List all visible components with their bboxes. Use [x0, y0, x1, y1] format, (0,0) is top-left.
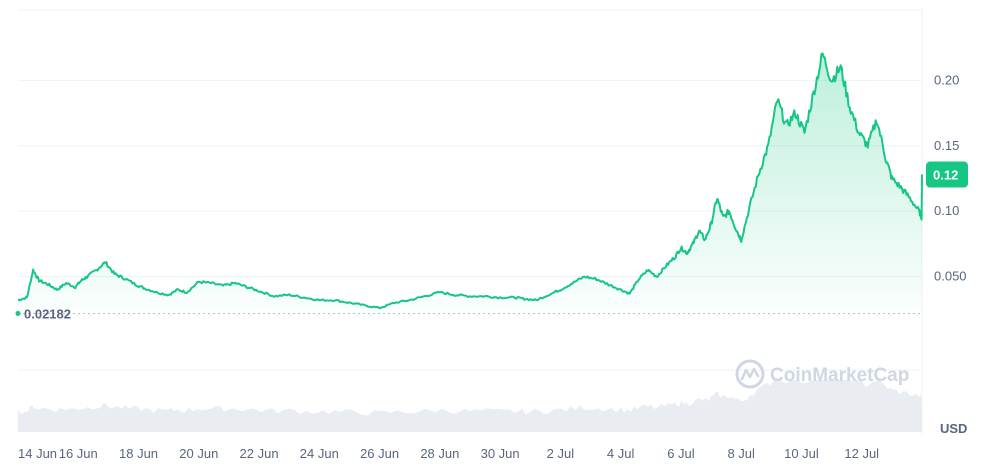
x-tick-label: 4 Jul	[607, 446, 635, 461]
price-line	[17, 52, 923, 310]
y-axis-ticks: 0.050 0.10 0.15 0.20	[934, 72, 967, 283]
volume-area	[18, 380, 922, 432]
x-tick-label: 20 Jun	[179, 446, 218, 461]
x-tick-label: 12 Jul	[844, 446, 879, 461]
x-tick-label: 24 Jun	[300, 446, 339, 461]
x-tick-label: 8 Jul	[727, 446, 755, 461]
x-tick-label: 28 Jun	[420, 446, 459, 461]
x-tick-label: 14 Jun	[18, 446, 57, 461]
y-tick-label: 0.050	[934, 269, 967, 284]
y-tick-label: 0.10	[934, 203, 959, 218]
watermark-text: CoinMarketCap	[770, 365, 909, 386]
current-price-badge: 0.12	[926, 161, 968, 188]
current-price-badge-bg	[926, 161, 968, 188]
coinmarketcap-watermark: CoinMarketCap	[735, 359, 909, 389]
current-price-label: 0.12	[933, 168, 958, 183]
start-price-dot	[15, 310, 21, 316]
start-price-label: 0.02182	[24, 306, 71, 321]
x-tick-label: 18 Jun	[119, 446, 158, 461]
x-axis-ticks: 14 Jun 16 Jun 18 Jun 20 Jun 22 Jun 24 Jun 26 J…	[18, 446, 879, 461]
currency-label: USD	[940, 421, 967, 436]
x-tick-label: 6 Jul	[667, 446, 695, 461]
x-tick-label: 2 Jul	[547, 446, 575, 461]
coinmarketcap-logo-icon	[735, 359, 765, 389]
x-tick-label: 10 Jul	[784, 446, 819, 461]
x-tick-label: 30 Jun	[481, 446, 520, 461]
x-tick-label: 16 Jun	[59, 446, 98, 461]
price-area-fill	[18, 53, 922, 314]
y-tick-label: 0.20	[934, 72, 959, 87]
x-tick-label: 26 Jun	[360, 446, 399, 461]
y-tick-label: 0.15	[934, 138, 959, 153]
x-tick-label: 22 Jun	[240, 446, 279, 461]
